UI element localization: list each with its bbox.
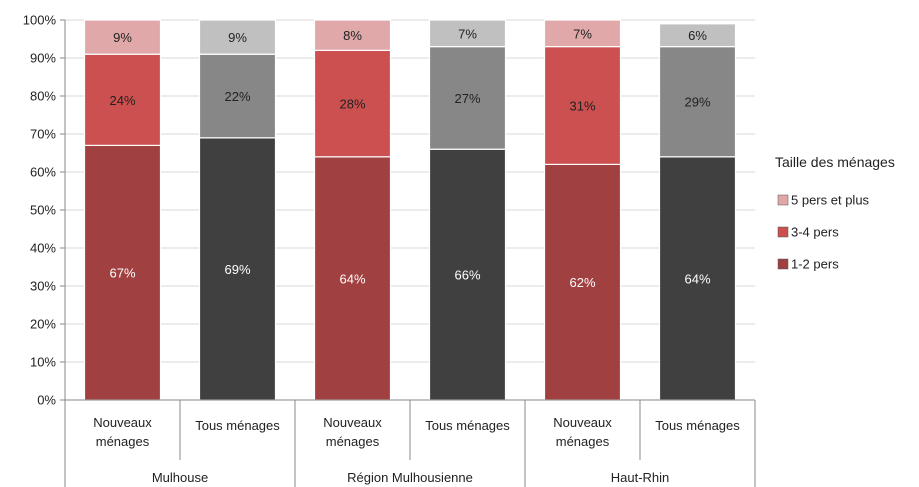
legend-title: Taille des ménages: [775, 154, 895, 170]
data-label: 66%: [454, 268, 480, 283]
bar-segment: [428, 19, 507, 48]
data-label: 69%: [224, 262, 250, 277]
data-label: 31%: [569, 99, 595, 114]
data-label: 7%: [458, 26, 477, 41]
x-category-label: Nouveaux ménages: [93, 415, 152, 449]
x-group-label: Mulhouse: [152, 470, 208, 485]
data-label: 22%: [224, 89, 250, 104]
y-tick-label: 50%: [30, 203, 56, 218]
x-category-label: Nouveaux ménages: [323, 415, 382, 449]
legend-swatch: [777, 194, 789, 206]
legend-swatch: [777, 226, 789, 238]
data-label: 24%: [109, 93, 135, 108]
y-tick-label: 90%: [30, 51, 56, 66]
bar-segment: [658, 23, 737, 48]
bar-segment: [543, 19, 622, 48]
y-tick-label: 60%: [30, 165, 56, 180]
bars: 67% 24% 9% 69% 22% 9% 64% 28% 8% 66% 27% 7% 62% 31% 7%…: [83, 19, 737, 401]
bar-segment: [198, 137, 277, 401]
x-group-label: Haut-Rhin: [611, 470, 670, 485]
bar-segment: [543, 163, 622, 401]
data-label: 67%: [109, 266, 135, 281]
bar-segment: [313, 49, 392, 158]
axes: 0% 10% 20% 30% 40% 50% 60% 70% 80% 90% 100% Nouveau…: [23, 13, 756, 487]
legend-item: 5 pers et plus: [791, 193, 870, 208]
x-category-label: Nouveaux ménages: [553, 415, 612, 449]
bar-segment: [313, 19, 392, 51]
y-tick-label: 100%: [23, 13, 57, 28]
y-tick-label: 70%: [30, 127, 56, 142]
bar-segment: [83, 53, 162, 146]
data-label: 29%: [684, 95, 710, 110]
y-tick-label: 30%: [30, 279, 56, 294]
bar-segment: [428, 45, 507, 150]
legend-swatch: [777, 258, 789, 270]
data-label: 64%: [339, 271, 365, 286]
bar-segment: [198, 19, 277, 55]
y-tick-label: 80%: [30, 89, 56, 104]
data-label: 7%: [573, 26, 592, 41]
legend-item: 1-2 pers: [791, 257, 839, 272]
data-label: 27%: [454, 91, 480, 106]
data-label: 28%: [339, 97, 365, 112]
data-label: 6%: [688, 28, 707, 43]
legend-item: 3-4 pers: [791, 225, 839, 240]
y-tick-label: 0%: [37, 393, 56, 408]
data-label: 9%: [228, 30, 247, 45]
x-category-label: Tous ménages: [425, 418, 510, 433]
x-category-label: Tous ménages: [655, 418, 740, 433]
gridlines: [65, 19, 755, 363]
bar-segment: [658, 45, 737, 158]
y-tick-label: 10%: [30, 355, 56, 370]
data-label: 9%: [113, 30, 132, 45]
bar-segment: [658, 156, 737, 401]
y-tick-label: 40%: [30, 241, 56, 256]
data-label: 8%: [343, 28, 362, 43]
y-tick-label: 20%: [30, 317, 56, 332]
bar-segment: [313, 156, 392, 401]
data-label: 62%: [569, 275, 595, 290]
bar-segment: [83, 19, 162, 55]
x-category-label: Tous ménages: [195, 418, 280, 433]
x-group-label: Région Mulhousienne: [347, 470, 473, 485]
data-label: 64%: [684, 271, 710, 286]
legend: Taille des ménages 5 pers et plus 3-4 pers…: [775, 154, 895, 272]
